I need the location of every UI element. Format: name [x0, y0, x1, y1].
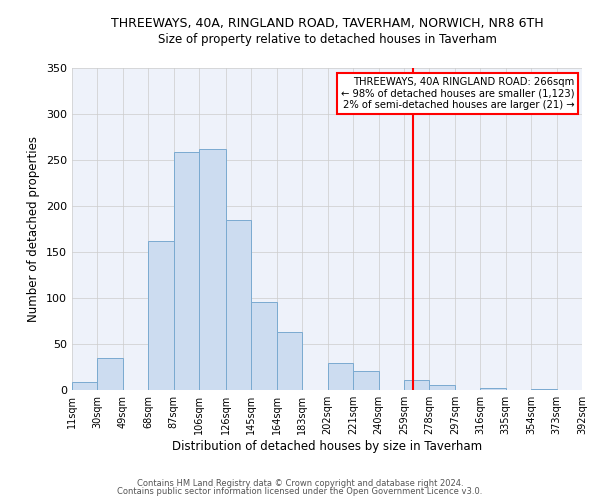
Bar	[251, 302, 277, 390]
Text: Contains HM Land Registry data © Crown copyright and database right 2024.: Contains HM Land Registry data © Crown c…	[137, 478, 463, 488]
Bar	[226, 220, 251, 390]
Y-axis label: Number of detached properties: Number of detached properties	[28, 136, 40, 322]
Bar	[353, 370, 379, 390]
X-axis label: Distribution of detached houses by size in Taverham: Distribution of detached houses by size …	[172, 440, 482, 453]
Text: THREEWAYS, 40A RINGLAND ROAD: 266sqm
← 98% of detached houses are smaller (1,123: THREEWAYS, 40A RINGLAND ROAD: 266sqm ← 9…	[341, 77, 574, 110]
Bar	[404, 380, 430, 390]
Text: Contains public sector information licensed under the Open Government Licence v3: Contains public sector information licen…	[118, 488, 482, 496]
Bar	[277, 332, 302, 390]
Bar	[97, 358, 123, 390]
Text: Size of property relative to detached houses in Taverham: Size of property relative to detached ho…	[158, 32, 496, 46]
Bar	[148, 240, 174, 390]
Text: THREEWAYS, 40A, RINGLAND ROAD, TAVERHAM, NORWICH, NR8 6TH: THREEWAYS, 40A, RINGLAND ROAD, TAVERHAM,…	[110, 18, 544, 30]
Bar	[199, 148, 226, 390]
Bar	[531, 389, 557, 390]
Bar	[174, 152, 199, 390]
Bar	[72, 382, 97, 390]
Bar	[328, 364, 353, 390]
Bar	[480, 388, 506, 390]
Bar	[430, 386, 455, 390]
